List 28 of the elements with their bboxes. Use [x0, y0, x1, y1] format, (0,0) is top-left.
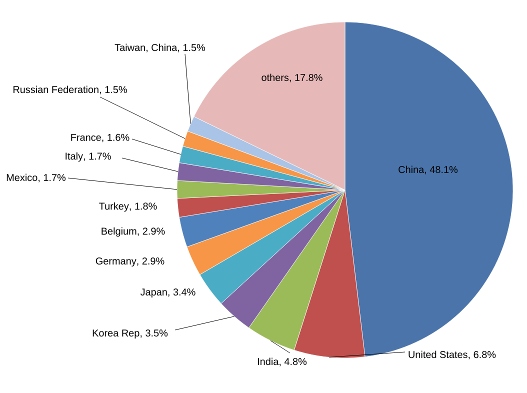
data-label: , 2.9% [137, 257, 164, 266]
data-label: , 48.1% [425, 166, 458, 174]
slice-label: Mexico [6, 174, 38, 182]
slice-label: Taiwan, China [114, 44, 178, 52]
data-label: , 1.5% [100, 86, 127, 94]
slice-label: India [258, 358, 279, 366]
data-label: , 3.4% [168, 288, 196, 297]
slice-label: others [262, 74, 289, 82]
slice-label: Japan [140, 288, 167, 298]
data-label: , 2.9% [138, 228, 165, 236]
data-label: , 1.7% [84, 152, 111, 161]
slice-label: Germany [96, 257, 136, 267]
slice-label: Korea Rep [92, 330, 140, 339]
data-label: , 1.7% [38, 174, 66, 182]
slice-label: Turkey [99, 202, 129, 212]
data-label: , 1.8% [130, 202, 157, 211]
data-label: , 4.8% [280, 358, 307, 366]
slice-label: France [71, 134, 101, 141]
slice-label: Russian Federation [13, 86, 98, 94]
data-label: , 3.5% [140, 329, 168, 338]
data-label: , 1.6% [102, 134, 130, 142]
slice-label: Belgium [102, 227, 136, 237]
slice-label: Italy [66, 152, 84, 162]
data-label: , 17.8% [290, 74, 322, 82]
data-label: , 6.8% [468, 351, 496, 360]
data-label: , 1.5% [178, 44, 206, 52]
slice-label: United States [408, 350, 468, 358]
slice-label: China [398, 166, 424, 174]
